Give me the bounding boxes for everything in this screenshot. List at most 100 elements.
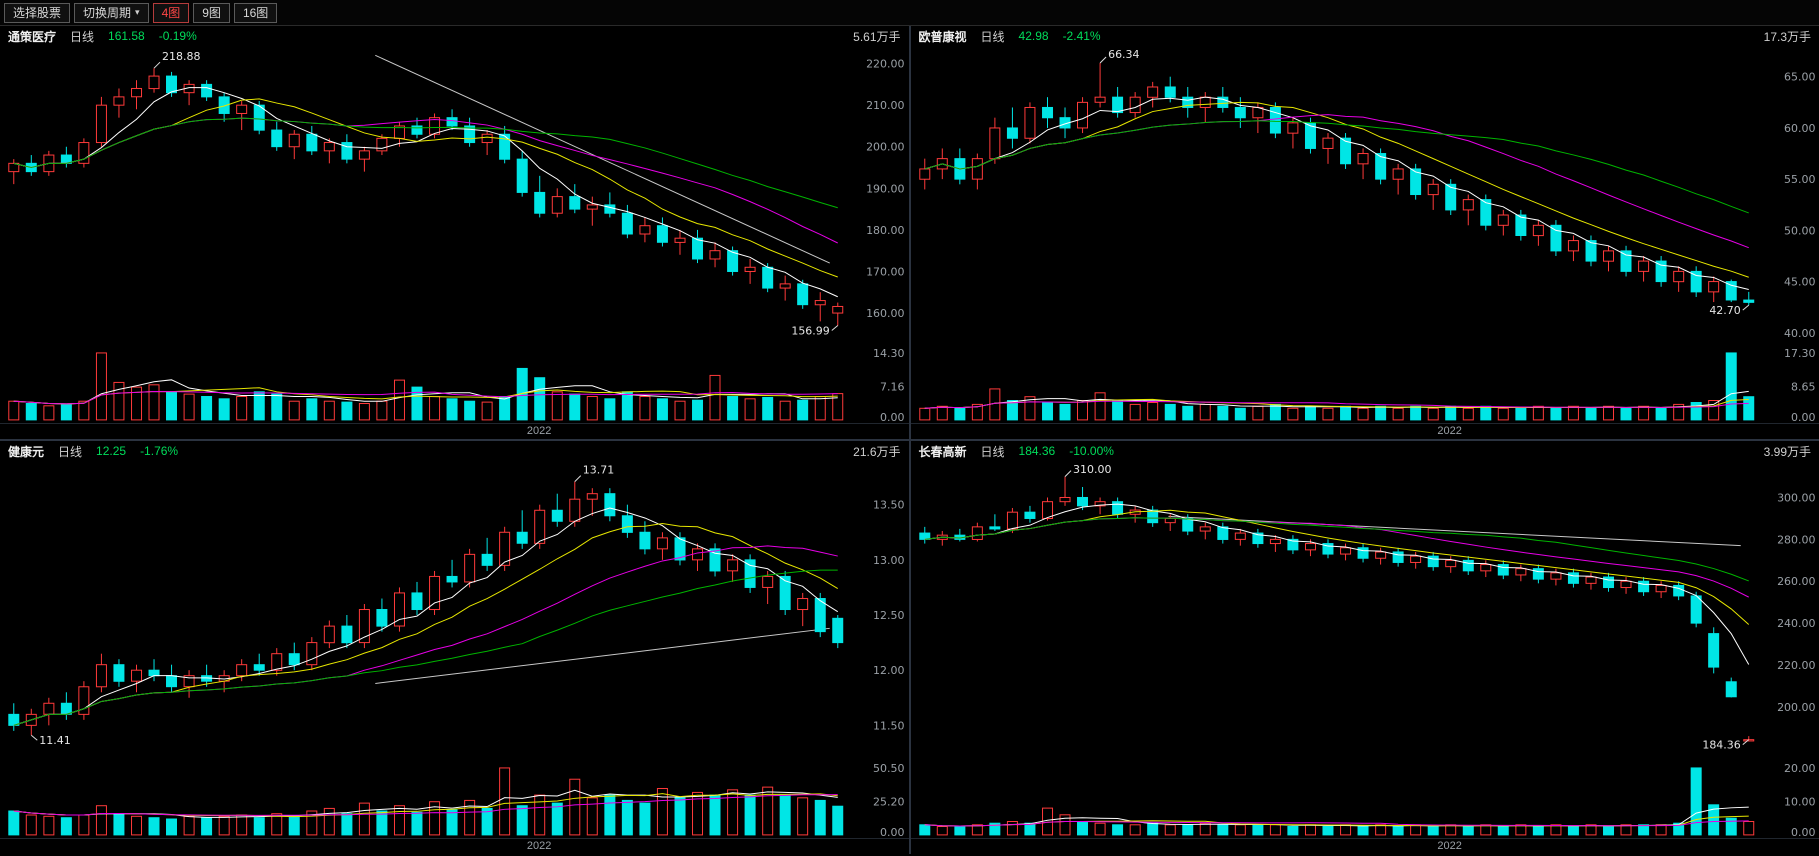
panel-header: 通策医疗 日线 161.58 -0.19% 5.61万手 [0,26,909,46]
svg-text:12.00: 12.00 [873,664,904,677]
stock-name: 欧普康视 [918,29,967,44]
long-ma-line [1167,515,1741,547]
x-axis: 2022 [910,423,1819,439]
svg-text:190.00: 190.00 [866,182,904,195]
x-axis-year-label: 2022 [1437,840,1462,852]
y-axis-labels: 65.00 60.00 55.00 50.00 45.00 40.00 17.30 8.65 0… [1784,71,1815,423]
svg-text:8.65: 8.65 [1791,380,1815,393]
price-annotations: 13.71 11.41 [30,464,614,747]
svg-text:220.00: 220.00 [866,58,904,71]
x-axis-year-label: 2022 [1437,425,1462,437]
svg-text:13.50: 13.50 [873,499,904,512]
candlestick-chart[interactable]: 65.00 60.00 55.00 50.00 45.00 40.00 17.30 8.65 0… [911,46,1819,423]
last-price: 161.58 [108,29,145,43]
volume-bars [8,352,844,421]
change-percent: -0.19% [158,29,197,43]
svg-text:210.00: 210.00 [866,99,904,112]
panel-header: 欧普康视 日线 42.98 -2.41% 17.3万手 [911,26,1819,46]
y-axis-labels: 300.00 280.00 260.00 240.00 220.00 200.00 20.0… [1777,491,1815,838]
candles [918,62,1754,306]
svg-text:11.50: 11.50 [873,719,904,732]
svg-text:220.00: 220.00 [1777,659,1815,672]
last-price: 12.25 [96,444,127,458]
svg-text:13.00: 13.00 [873,554,904,567]
svg-text:200.00: 200.00 [866,141,904,154]
volume-ma-lines [924,390,1749,409]
chart-panel-1: 欧普康视 日线 42.98 -2.41% 17.3万手 65.00 60.00 55… [910,26,1819,439]
period-label: 日线 [70,29,95,44]
chart-area: 220.00 210.00 200.00 190.00 180.00 170.00 160.… [0,46,909,423]
layout-9-charts-button[interactable]: 9图 [193,2,230,23]
price-annotations: 66.34 42.70 [1099,48,1749,317]
svg-text:17.30: 17.30 [1784,347,1815,360]
svg-text:160.00: 160.00 [866,307,904,320]
svg-text:20.00: 20.00 [1784,762,1815,775]
candlestick-chart[interactable]: 220.00 210.00 200.00 190.00 180.00 170.00 160.… [0,46,909,423]
period-label: 日线 [980,29,1005,44]
switch-period-button[interactable]: 切换周期 ▾ [74,2,149,23]
volume-readout: 5.61万手 [853,29,901,44]
volume-bars [918,767,1754,836]
svg-text:13.71: 13.71 [583,464,614,477]
period-label: 日线 [980,444,1005,459]
x-axis-year-label: 2022 [526,425,552,437]
select-stock-button[interactable]: 选择股票 [4,2,71,23]
volume-ma-lines [13,379,838,405]
x-axis-year-label: 2022 [526,840,552,852]
svg-text:0.00: 0.00 [880,411,904,423]
ma-lines [924,503,1749,665]
svg-text:200.00: 200.00 [1777,701,1815,714]
chart-area: 300.00 280.00 260.00 240.00 220.00 200.00 20.0… [911,461,1819,838]
svg-text:55.00: 55.00 [1784,173,1815,186]
svg-text:45.00: 45.00 [1784,276,1815,289]
volume-ma-lines [924,806,1749,827]
last-price: 42.98 [1018,29,1049,43]
volume-readout: 17.3万手 [1763,29,1811,44]
change-percent: -2.41% [1062,29,1101,43]
svg-text:42.70: 42.70 [1709,304,1740,317]
layout-4-charts-button[interactable]: 4图 [152,2,190,23]
svg-text:180.00: 180.00 [866,224,904,237]
period-label: 日线 [58,444,83,459]
change-percent: -10.00% [1069,444,1114,458]
svg-text:7.16: 7.16 [880,380,904,393]
last-price: 184.36 [1018,444,1056,458]
volume-bars [8,767,844,836]
price-annotations: 310.00 184.36 [1064,463,1749,752]
svg-text:65.00: 65.00 [1784,71,1815,84]
stock-name: 通策医疗 [8,29,57,44]
ma-lines [924,96,1749,290]
stock-name: 健康元 [8,444,45,459]
svg-text:0.00: 0.00 [880,826,904,838]
long-ma-line [375,627,830,684]
chart-panel-2: 健康元 日线 12.25 -1.76% 21.6万手 13.50 13.00 12.… [0,441,909,854]
panel-header: 健康元 日线 12.25 -1.76% 21.6万手 [0,441,909,461]
y-axis-labels: 13.50 13.00 12.50 12.00 11.50 50.50 25.20 0.00 [873,499,904,838]
svg-text:66.34: 66.34 [1108,48,1139,61]
svg-text:218.88: 218.88 [162,50,200,63]
candlestick-chart[interactable]: 300.00 280.00 260.00 240.00 220.00 200.00 20.0… [911,461,1819,838]
svg-text:11.41: 11.41 [39,734,70,747]
svg-text:14.30: 14.30 [873,347,904,360]
svg-text:25.20: 25.20 [873,796,904,809]
volume-ma-lines [13,789,838,818]
svg-text:300.00: 300.00 [1777,491,1815,504]
y-axis-labels: 220.00 210.00 200.00 190.00 180.00 170.00 160.… [866,58,904,423]
svg-text:12.50: 12.50 [873,609,904,622]
price-annotations: 218.88 156.99 [153,50,839,338]
x-axis: 2022 [910,838,1819,854]
svg-text:310.00: 310.00 [1073,463,1111,476]
x-axis: 2022 [0,838,909,854]
candlestick-chart[interactable]: 13.5013.0012.5012.0011.5050.5025.200.001… [0,461,909,838]
long-ma-line [375,54,830,264]
volume-bars [918,352,1754,421]
chart-panel-0: 通策医疗 日线 161.58 -0.19% 5.61万手 220.00 210.0… [0,26,909,439]
svg-text:260.00: 260.00 [1777,575,1815,588]
chart-panel-3: 长春高新 日线 184.36 -10.00% 3.99万手 300.00 280.… [910,441,1819,854]
candles [8,481,844,736]
layout-16-charts-button[interactable]: 16图 [233,2,278,23]
chevron-down-icon: ▾ [135,7,140,17]
change-percent: -1.76% [140,444,179,458]
chart-area: 65.00 60.00 55.00 50.00 45.00 40.00 17.30 8.65 0… [911,46,1819,423]
svg-text:50.00: 50.00 [1784,224,1815,237]
